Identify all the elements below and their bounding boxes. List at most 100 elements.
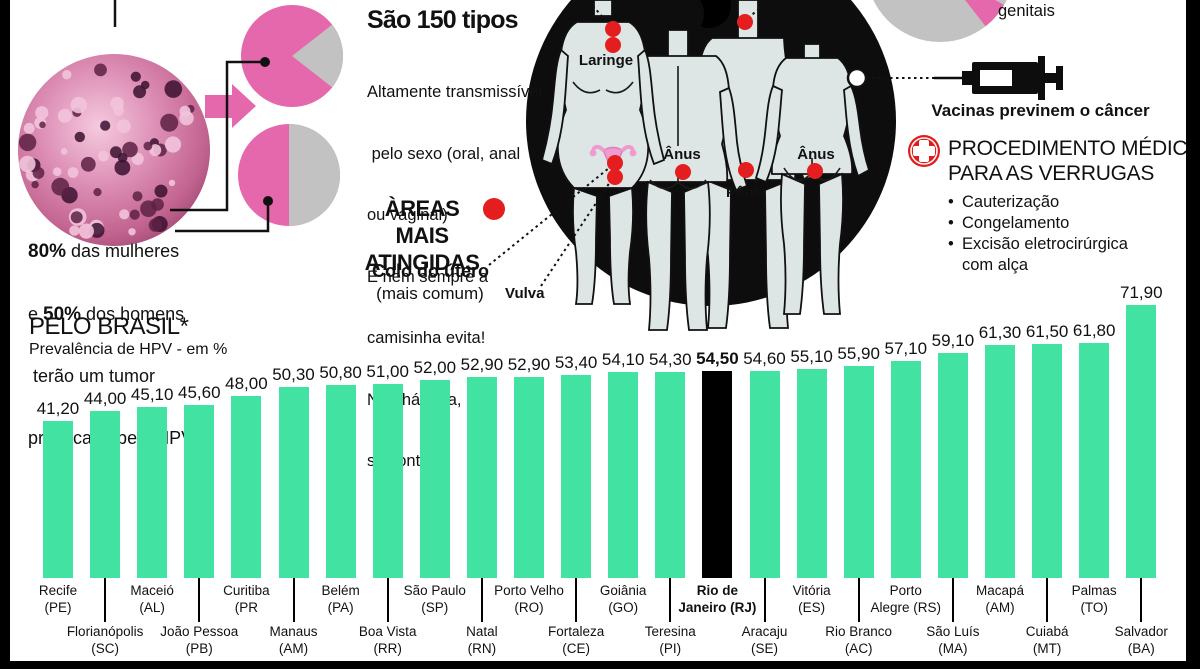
bar [278, 386, 309, 578]
bar-city-label-line: (ES) [798, 599, 826, 615]
virus-texture-spot [19, 155, 36, 173]
bar-city-label-line: Natal [466, 624, 498, 639]
bar-city-label-line: Rio de [696, 583, 739, 598]
bar-city-label: Rio de Janeiro (RJ) [670, 583, 764, 616]
bar-city-label-line: São Luís [926, 624, 980, 639]
bar-value-label: 71,90 [1120, 282, 1163, 302]
bar-tick-line [669, 578, 672, 622]
virus-texture-spot [60, 148, 68, 155]
bar-city-label-line: (SC) [91, 640, 119, 656]
bar-city-label: Aracaju (SE) [718, 624, 812, 657]
bar-city-label-line: (AM) [278, 640, 309, 656]
virus-texture-spot [51, 177, 70, 196]
bar-city-label: Macapá (AM) [953, 583, 1047, 616]
bar-city-label: Curitiba (PR [199, 583, 293, 616]
virus-texture-spot [70, 211, 83, 224]
bar [419, 380, 450, 578]
pie-80-percent-women [170, 5, 344, 212]
types-line: ou vaginal) [367, 206, 448, 224]
virus-texture-spot [70, 96, 88, 114]
bar [325, 384, 356, 578]
bar-city-label-line: Goiânia [599, 583, 647, 598]
bar-value-label: 61,50 [1025, 322, 1069, 342]
bar-city-label-line: (PR [234, 599, 259, 615]
bar-city-label-line: Janeiro (RJ) [678, 599, 757, 615]
bar-city-label: Fortaleza (CE) [529, 624, 623, 657]
vaccine-caption: Vacinas previnem o câncer [931, 101, 1150, 120]
bar-city-label: Vitória (ES) [765, 583, 859, 616]
frame-bottom [0, 661, 1200, 669]
virus-texture-spot [116, 119, 131, 134]
virus-texture-spot [32, 167, 45, 179]
bar-city-label: João Pessoa (PB) [152, 624, 246, 657]
bar-value-label: 59,10 [931, 331, 975, 351]
virus-texture-spot [23, 122, 35, 134]
chart-title: PELO BRASIL* [29, 313, 189, 340]
bar-city-label-line: (PE) [44, 599, 72, 615]
virus-texture-spot [31, 180, 39, 189]
bar [608, 372, 639, 578]
bar-tick-line [292, 578, 295, 622]
bar-city-label-line: (SP) [421, 599, 449, 615]
anus-left-label: Ânus [663, 146, 701, 163]
virus-texture-spot [117, 152, 128, 163]
hpv-virus-image [18, 0, 210, 246]
bar [43, 421, 73, 578]
bar-value-label: 50,80 [319, 362, 362, 382]
genitais-label: genitais [998, 2, 1055, 20]
virus-texture-spot [131, 152, 144, 165]
bar-city-label-line: Vitória [792, 583, 831, 598]
bar-value-label: 57,10 [884, 339, 928, 359]
virus-texture-spot [57, 108, 72, 123]
pie-genital-warts [873, 0, 1007, 42]
bar-value-label: 54,30 [649, 349, 692, 369]
dot-colo-utero [607, 155, 623, 171]
procedure-title-line2: PARA AS VERRUGAS [948, 162, 1155, 185]
bar [702, 370, 733, 578]
bar-city-label-line: (MT) [1032, 640, 1062, 656]
virus-texture-spot [119, 209, 130, 220]
bar-city-label-line: (RO) [514, 599, 544, 615]
virus-texture-spot [160, 113, 179, 132]
bar-city-label-line: São Paulo [403, 583, 466, 598]
affected-area-dots [483, 14, 823, 220]
medical-cross-icon [908, 135, 940, 167]
anus-right-label: Ânus [797, 146, 835, 163]
bar-city-label-line: Belém [321, 583, 360, 598]
bar-city-label: Natal (RN) [435, 624, 529, 657]
procedure-list: Cauterização Congelamento Excisão eletro… [946, 192, 1151, 276]
bar-tick-line [386, 578, 389, 622]
bar-value-label: 61,80 [1072, 321, 1116, 341]
stat-line-3: terão um tumor [28, 366, 156, 386]
bar-value-label: 50,30 [272, 364, 315, 384]
bar-city-label: Teresina (PI) [623, 624, 717, 657]
virus-texture-spot [168, 179, 176, 187]
bar [796, 368, 827, 578]
bar [985, 345, 1015, 578]
bar-value-label: 44,00 [83, 388, 127, 408]
bar-city-label-line: Rio Branco [825, 624, 893, 639]
virus-texture-spot [129, 209, 140, 220]
virus-texture-spot [130, 71, 141, 82]
bar [1032, 344, 1063, 578]
bar-city-label-line: Fortaleza [547, 624, 605, 639]
colo-utero-sub: (mais comum) [376, 284, 484, 303]
bar-city-label-line: Cuiabá [1025, 624, 1069, 639]
bar-city-label: São Luís (MA) [906, 624, 1000, 657]
bar-city-label-line: Manaus [269, 624, 318, 639]
areas-heading-line1: ÀREAS MAIS [384, 196, 460, 248]
bar-city-label-line: Recife [38, 583, 78, 598]
bar-city-label-line: (PB) [185, 640, 213, 656]
bar-tick-line [575, 578, 578, 622]
bar-city-label-line: Porto Velho [494, 583, 564, 598]
bar [137, 406, 168, 578]
bar-value-label: 55,90 [837, 343, 880, 363]
virus-texture-spot [62, 70, 72, 80]
types-line: camisinha evita! [367, 329, 486, 347]
bar-city-label-line: Porto [889, 583, 922, 598]
bar-value-label: 48,00 [225, 373, 268, 393]
pie-50-percent-men [175, 124, 340, 233]
headline-150-tipos: São 150 tipos [367, 6, 519, 34]
bar [184, 404, 215, 578]
